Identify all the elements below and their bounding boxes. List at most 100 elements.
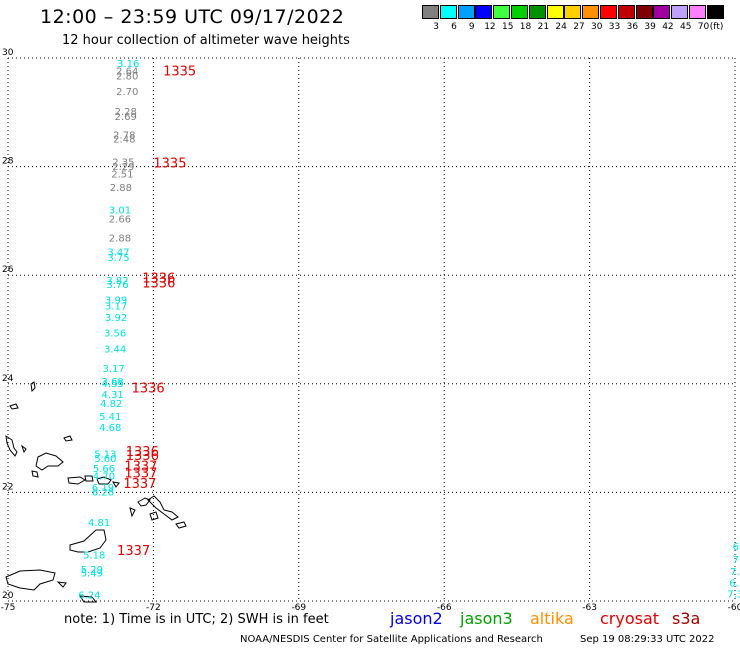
legend-swatch [706,5,724,19]
orbit-pass-label: 1337 [123,477,156,492]
legend-swatch [511,5,528,19]
orbit-pass-label: 1335 [153,157,186,172]
generated-timestamp: Sep 19 08:29:33 UTC 2022 [580,634,715,645]
island-outline [30,381,36,393]
lat-tick-label: 20 [2,591,14,601]
axis-tick-labels: -75 -72 -69 -66 -63 -60 30 28 26 24 22 20 [1,48,740,613]
orbit-pass-label: 1336 [142,271,175,286]
wave-height-label: 4.55 [102,379,124,390]
wave-height-label: 6 [733,542,739,553]
legend-swatch [582,5,600,19]
legend-swatch [617,5,635,19]
island-outline [63,435,73,442]
lon-tick-label: -75 [1,603,16,613]
legend-swatch [546,5,564,19]
island-outline [84,475,94,482]
legend-swatch [564,5,582,19]
orbit-pass-label: 1337 [124,460,157,475]
wave-height-label: 3.68 [102,377,124,388]
legend-swatch [528,5,546,19]
wave-height-label: 5.13 [94,450,116,461]
lat-tick-label: 30 [2,48,14,58]
satellite-altika: altika [530,609,574,628]
wave-height-label: 5.60 [94,454,116,465]
wave-height-label: 3.75 [107,253,129,264]
orbit-pass-label: 1336 [126,445,159,460]
map-title: 12:00 – 23:59 UTC 09/17/2022 [40,6,345,28]
orbit-pass-labels: 1335133513361336133613361336133713371337… [117,64,196,558]
wave-height-label: 4.82 [100,399,122,410]
island-outline [67,476,86,485]
island-outline [35,452,64,471]
wave-height-label: 4.68 [99,423,121,434]
island-outline [149,511,159,521]
wave-height-label: 3.17 [103,364,125,375]
wave-height-label: 3.56 [104,329,126,340]
wave-height-label: 2.48 [113,135,135,146]
wave-height-label: 2.51 [111,169,133,180]
legend-label: 3 [433,22,440,32]
footer-note: note: 1) Time is in UTC; 2) SWH is in fe… [64,612,329,627]
legend-swatch [635,5,653,19]
wave-height-label: 6. [729,578,739,589]
wave-height-labels: 3.162.642.80 2.70 2.282.69 2.782.48 2.352.29… [78,59,740,601]
legend-label: 30 [591,22,603,32]
wave-height-label: 3.44 [104,344,126,355]
wave-height-label: 5.29 [81,565,103,576]
island-outline [31,470,39,478]
lat-tick-label: 22 [2,482,13,492]
wave-height-label: 4.31 [102,390,124,401]
credit-text: NOAA/NESDIS Center for Satellite Applica… [240,634,543,645]
legend-unit: (ft) [709,22,724,32]
wave-height-label: 3.99 [105,295,127,306]
orbit-pass-label: 1335 [163,64,196,79]
legend-swatch [689,5,706,19]
orbit-pass-label: 1336 [126,449,159,464]
wave-height-label: 3.16 [117,59,139,70]
wave-height-label: 2.69 [115,112,137,123]
wave-height-label: 7 [733,555,739,566]
wave-height-label: 2.66 [109,215,131,226]
legend-label: 42 [662,22,674,32]
satellite-jason2: jason2 [390,609,443,628]
wave-height-label: 2.70 [116,87,138,98]
island-outline [112,481,120,488]
legend-swatch [671,5,689,19]
wave-height-label: 7. [730,567,740,578]
wave-height-label: 2.88 [110,183,132,194]
legend-swatch [653,5,671,19]
island-outline [9,403,19,410]
wave-height-label: 4.70 [93,471,115,482]
island-outline [5,434,18,457]
lon-tick-label: -72 [146,603,161,613]
legend-swatch [475,5,493,19]
legend-label: 36 [626,22,639,32]
wave-height-label: 5.41 [99,412,121,423]
satellite-cryosat: cryosat [600,609,660,628]
island-outline [79,595,98,603]
satellite-jason3: jason3 [460,609,513,628]
island-outline [21,444,27,454]
wave-height-label: 5.66 [93,464,115,475]
legend-label: 15 [502,22,514,32]
island-outline [129,507,136,518]
lon-tick-label: -60 [728,603,740,613]
wave-height-label: 2.29 [112,162,134,173]
legend-label: 45 [680,22,692,32]
island-outline [137,497,151,507]
legend-swatch [439,5,457,19]
wave-height-label: 3.17 [105,301,127,312]
wave-height-label: 3.76 [106,280,128,291]
legend-label: 24 [555,22,567,32]
coastline-islands [5,381,187,603]
wave-height-label: 2.80 [116,72,138,83]
orbit-pass-label: 1336 [132,381,165,396]
legend-swatch [422,5,439,19]
wave-height-label: 4.81 [88,518,110,529]
wave-height-label: 6.24 [78,590,100,601]
wave-height-label: 2.64 [116,66,138,77]
wave-height-label: 3.47 [107,248,129,259]
wave-height-label: 2.88 [109,234,131,245]
orbit-pass-label: 1337 [124,467,157,482]
satellite-s3a: s3a [672,609,701,628]
